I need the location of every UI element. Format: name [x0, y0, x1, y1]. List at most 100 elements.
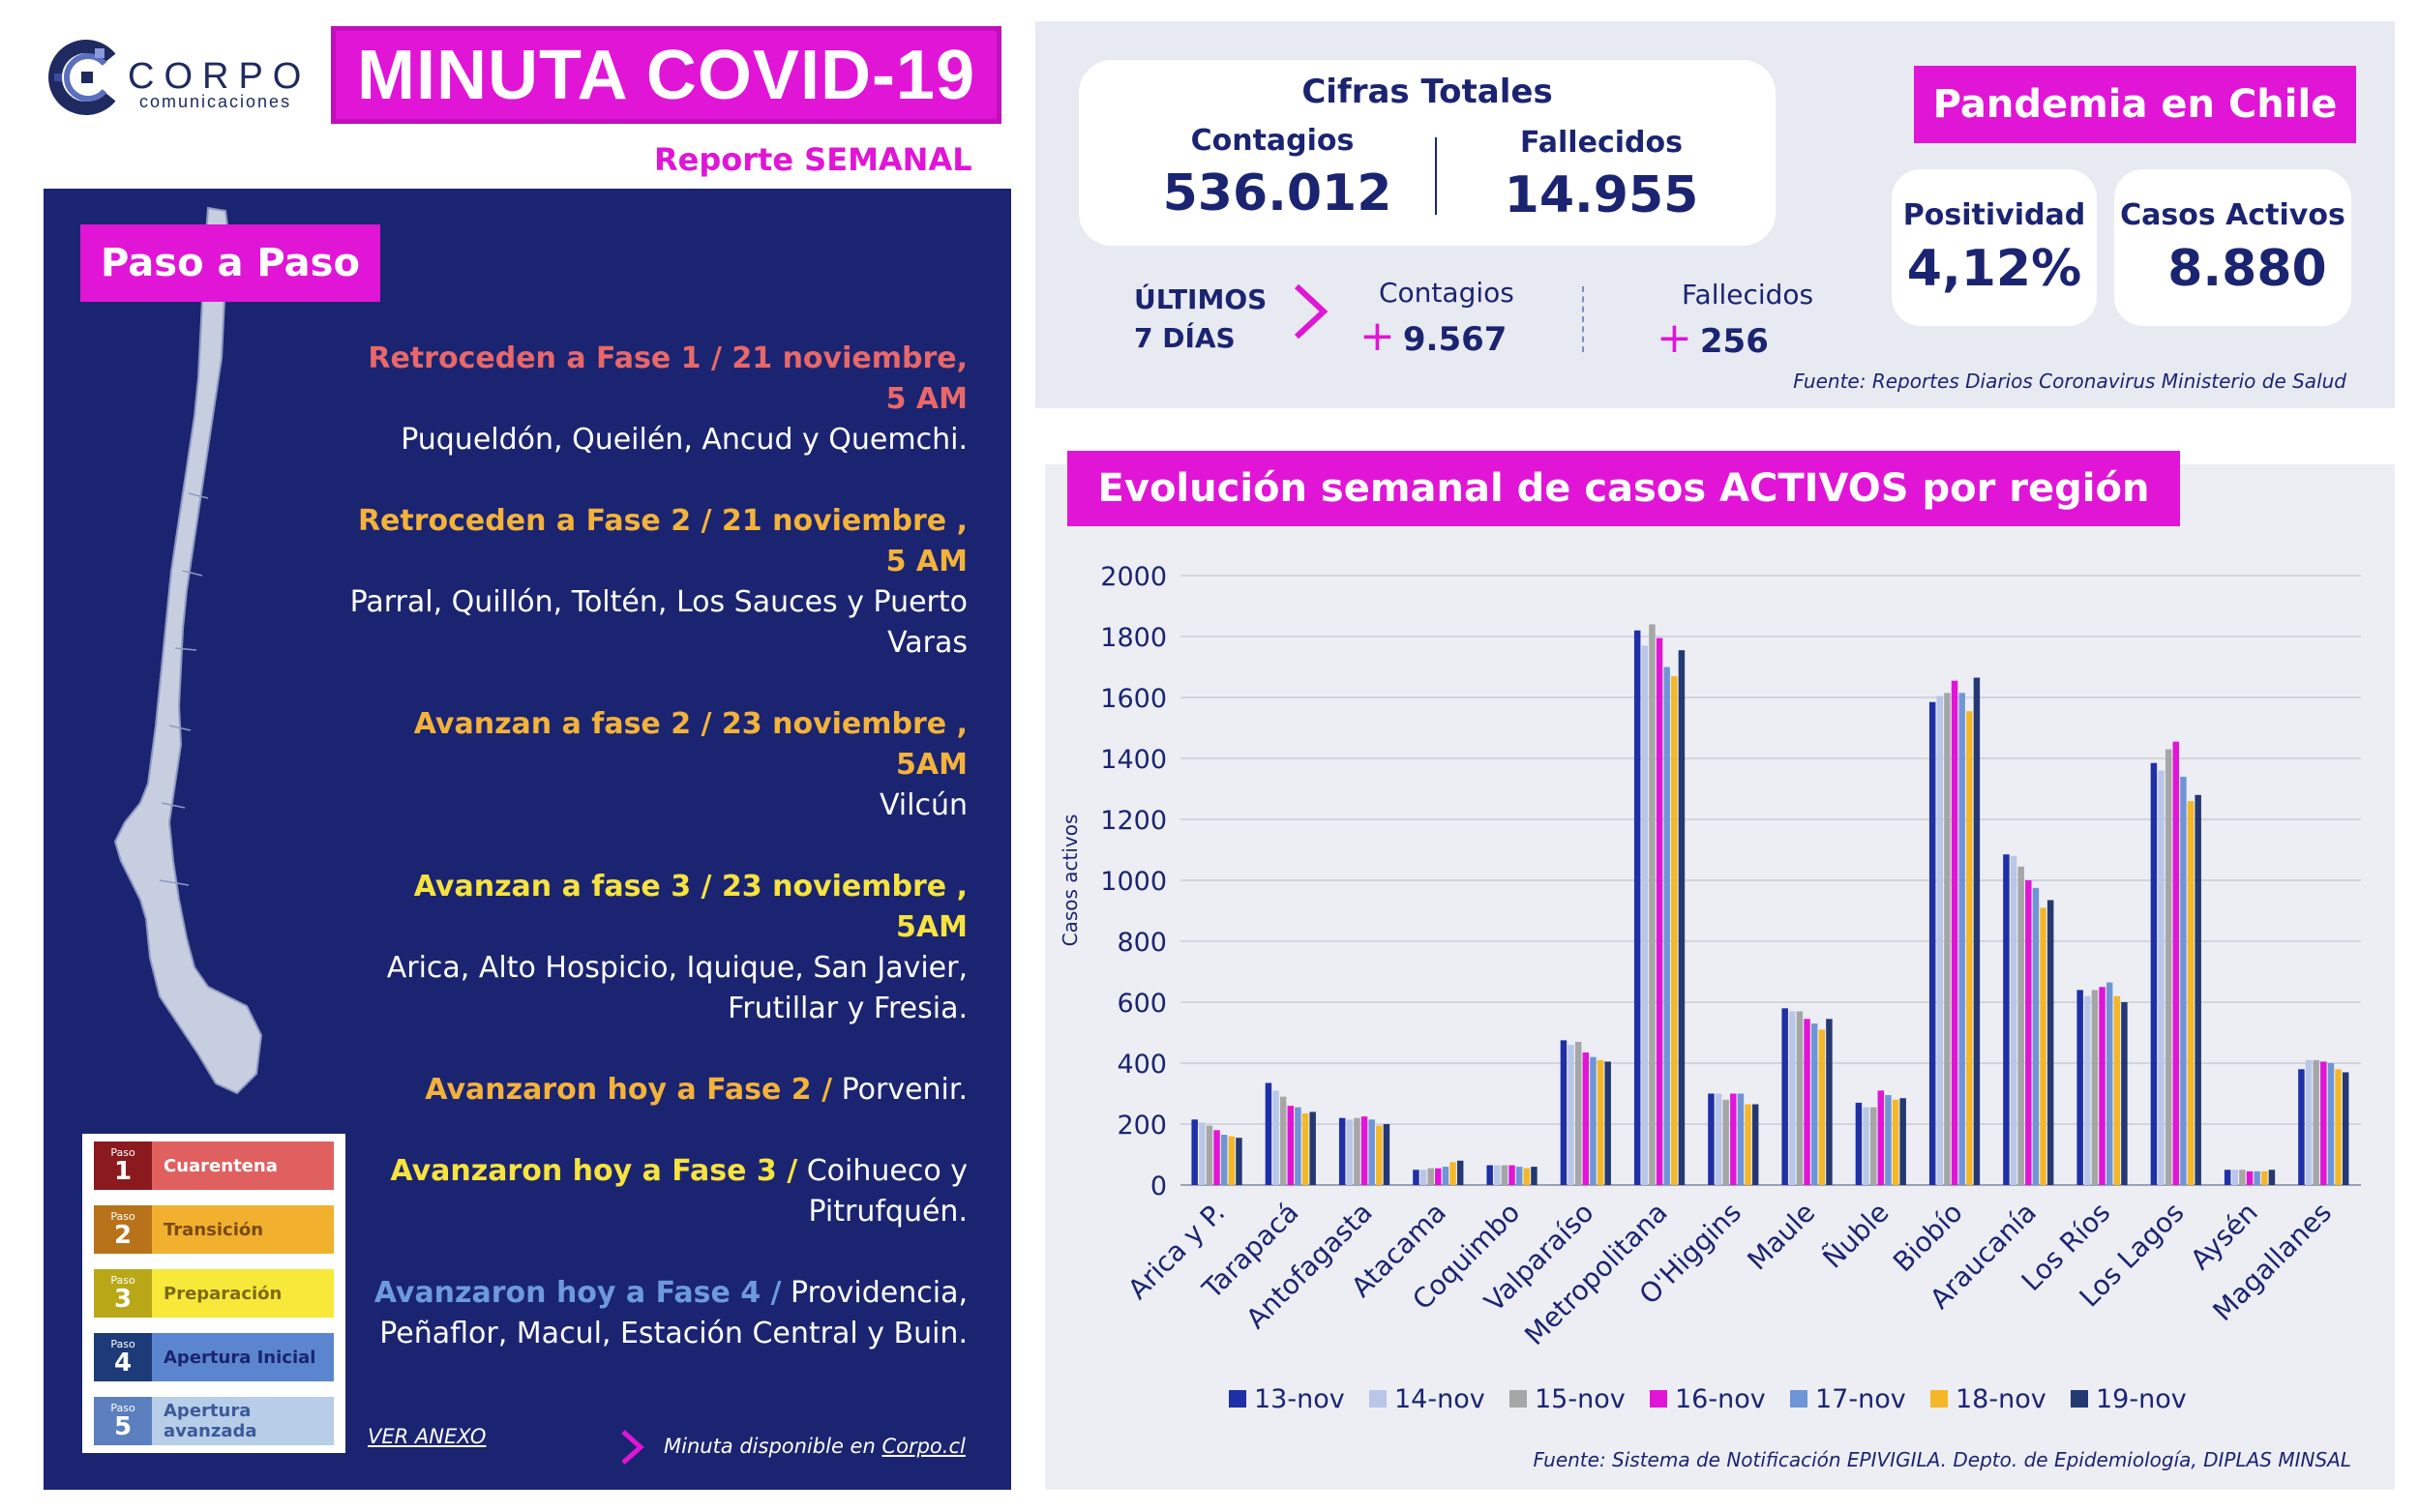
bar-13-nov: [1265, 1082, 1272, 1185]
ultimos-fallecidos-number: 256: [1699, 322, 1769, 361]
phase-label: Transición: [152, 1205, 334, 1254]
bar-13-nov: [1708, 1093, 1715, 1185]
bar-15-nov: [2165, 749, 2172, 1185]
bar-18-nov: [1745, 1104, 1751, 1185]
phase-number: Paso 3: [94, 1269, 152, 1318]
y-tick-label: 200: [1117, 1111, 1167, 1141]
steps-list: Retroceden a Fase 1 / 21 noviembre, 5 AM…: [339, 339, 968, 1395]
bar-14-nov: [1936, 696, 1944, 1185]
cifras-source: Fuente: Reportes Diarios Coronavirus Min…: [1793, 370, 2346, 393]
phase-number: Paso 2: [94, 1205, 152, 1254]
plus-icon: +: [1657, 313, 1692, 363]
bar-13-nov: [1855, 1102, 1863, 1185]
chile-map-icon: [113, 206, 263, 1095]
phase-change-heading: Avanzaron hoy a Fase 3 /: [390, 1154, 798, 1188]
ultimos-divider: [1582, 286, 1584, 352]
corpo-link[interactable]: Corpo.cl: [881, 1435, 966, 1458]
bar-14-nov: [1863, 1107, 1869, 1185]
fallecidos-value: 14.955: [1504, 166, 1699, 224]
contagios-label: Contagios: [1190, 124, 1355, 158]
bar-19-nov: [1531, 1167, 1538, 1185]
chart-source: Fuente: Sistema de Notificación EPIVIGIL…: [1533, 1448, 2351, 1471]
bar-16-nov: [2172, 741, 2180, 1185]
bar-16-nov: [1213, 1130, 1220, 1185]
phase-number: Paso 4: [94, 1333, 152, 1381]
paso-a-paso-title-box: Paso a Paso: [80, 224, 380, 302]
bar-16-nov: [1287, 1106, 1295, 1185]
bar-15-nov: [2017, 866, 2024, 1185]
bar-19-nov: [1236, 1138, 1242, 1185]
bar-18-nov: [1671, 675, 1678, 1185]
legend-swatch: [1790, 1390, 1807, 1408]
bar-17-nov: [1810, 1023, 1818, 1185]
bar-19-nov: [1604, 1061, 1611, 1185]
bar-19-nov: [2268, 1170, 2276, 1185]
phase-change-heading: Avanzaron hoy a Fase 2 /: [425, 1073, 833, 1107]
bar-13-nov: [2150, 762, 2158, 1185]
phase-number-value: 1: [113, 1157, 133, 1186]
bar-17-nov: [1368, 1119, 1375, 1185]
bar-14-nov: [1715, 1093, 1722, 1185]
phase-change-item: Avanzan a fase 2 / 23 noviembre , 5AM Vil…: [339, 704, 968, 826]
bar-15-nov: [1427, 1168, 1434, 1185]
bar-13-nov: [2224, 1170, 2231, 1185]
cifras-totales-title: Cifras Totales: [1301, 73, 1553, 111]
page-title: MINUTA COVID-19: [356, 36, 976, 114]
phase-change-communes: Puqueldón, Queilén, Ancud y Quemchi.: [401, 423, 968, 457]
y-tick-label: 0: [1150, 1171, 1167, 1201]
positividad-value: 4,12%: [1906, 240, 2082, 298]
minuta-note: Minuta disponible en Corpo.cl: [664, 1435, 966, 1458]
bar-16-nov: [1804, 1019, 1810, 1185]
cifras-totales-card: [1079, 60, 1776, 246]
bar-18-nov: [1376, 1125, 1383, 1185]
phase-paso-label: Paso: [110, 1402, 135, 1414]
phase-legend-row: Paso 4 Apertura Inicial: [94, 1333, 334, 1381]
bar-18-nov: [1818, 1029, 1826, 1185]
phase-number-value: 3: [113, 1285, 133, 1314]
phase-change-communes: Parral, Quillón, Toltén, Los Sauces y Pu…: [349, 585, 968, 660]
phase-change-communes: Providencia, Peñaflor, Macul, Estación C…: [379, 1276, 968, 1350]
legend-label: 14-nov: [1394, 1384, 1485, 1414]
bar-17-nov: [2254, 1171, 2260, 1185]
bar-15-nov: [1574, 1041, 1582, 1185]
bar-19-nov: [1826, 1019, 1833, 1185]
pandemia-title-box: Pandemia en Chile: [1914, 66, 2356, 143]
bar-14-nov: [2231, 1170, 2239, 1185]
legend-label: 15-nov: [1535, 1384, 1626, 1414]
legend-swatch: [1650, 1390, 1667, 1408]
phase-label: Apertura Inicial: [152, 1333, 334, 1381]
y-axis-label: Casos activos: [1059, 815, 1082, 947]
bar-17-nov: [1663, 667, 1670, 1185]
bar-16-nov: [1435, 1168, 1442, 1185]
y-tick-label: 600: [1117, 989, 1167, 1019]
phase-legend-row: Paso 3 Preparación: [94, 1269, 334, 1318]
phase-change-item: Retroceden a Fase 1 / 21 noviembre, 5 AM…: [339, 339, 968, 460]
ultimos-contagios-value: +9.567: [1359, 311, 1507, 361]
legend-swatch: [1930, 1390, 1948, 1408]
y-tick-label: 1200: [1100, 806, 1167, 836]
bar-13-nov: [2076, 990, 2083, 1185]
chart-title-box: Evolución semanal de casos ACTIVOS por r…: [1067, 451, 2180, 526]
phase-paso-label: Paso: [110, 1338, 135, 1350]
y-tick-label: 1400: [1100, 745, 1167, 775]
bar-15-nov: [2313, 1059, 2319, 1185]
bar-17-nov: [2180, 776, 2187, 1185]
bar-15-nov: [1649, 624, 1656, 1185]
y-tick-label: 2000: [1100, 562, 1167, 592]
phase-legend-row: Paso 2 Transición: [94, 1205, 334, 1254]
legend-label: 16-nov: [1675, 1384, 1766, 1414]
phase-label: Cuarentena: [152, 1141, 334, 1190]
bar-16-nov: [2099, 987, 2105, 1185]
bar-15-nov: [1279, 1096, 1287, 1185]
positividad-label: Positividad: [1902, 198, 2086, 232]
bar-14-nov: [1494, 1165, 1501, 1185]
ver-anexo-link[interactable]: VER ANEXO: [368, 1425, 487, 1448]
bar-17-nov: [2032, 887, 2040, 1185]
bar-15-nov: [1869, 1107, 1877, 1185]
bar-15-nov: [2091, 990, 2099, 1185]
x-tick-label: Ñuble: [1817, 1197, 1896, 1275]
bar-13-nov: [2003, 854, 2010, 1185]
phase-change-heading: Retroceden a Fase 1 / 21 noviembre, 5 AM: [368, 341, 968, 416]
legend-label: 19-nov: [2096, 1384, 2187, 1414]
brand-subtitle: comunicaciones: [139, 92, 292, 111]
